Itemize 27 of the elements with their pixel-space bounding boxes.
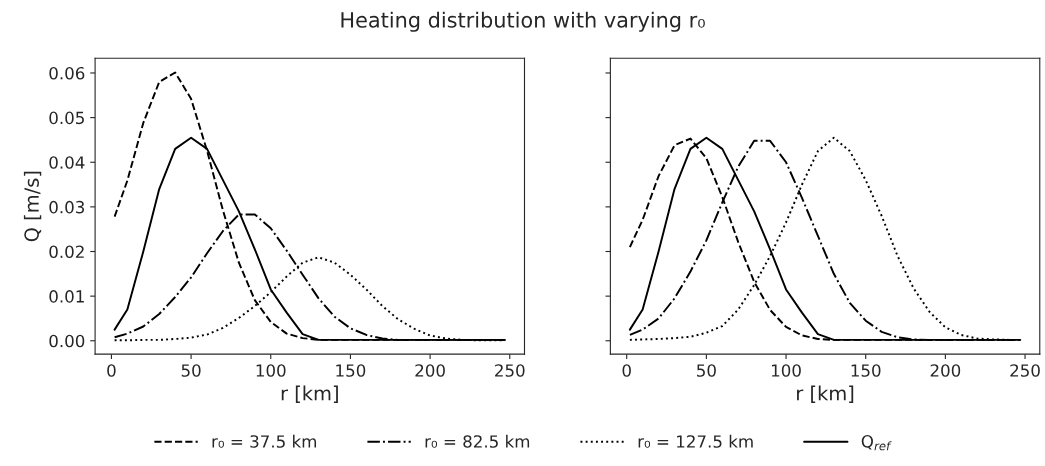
y-tick-label: 0.04 xyxy=(49,156,85,169)
y-tick-label: 0.05 xyxy=(49,111,84,125)
legend-label: r₀ = 37.5 km xyxy=(212,434,317,448)
y-tick-label: 0.06 xyxy=(49,66,85,80)
x-axis-title: r [km] xyxy=(797,385,854,403)
chart-title: Heating distribution with varying r₀ xyxy=(341,11,705,32)
legend-label: Q$_{ref}$ xyxy=(861,435,892,451)
x-tick-label: 250 xyxy=(495,364,525,377)
x-tick-label: 200 xyxy=(930,364,961,377)
legend-label: r₀ = 82.5 km xyxy=(425,434,530,448)
x-tick-label: 250 xyxy=(1010,364,1040,377)
y-tick-label: 0.01 xyxy=(49,290,84,303)
x-tick-label: 50 xyxy=(181,364,201,377)
x-tick-label: 150 xyxy=(336,364,366,377)
x-tick-label: 150 xyxy=(851,364,881,377)
x-tick-label: 50 xyxy=(697,364,716,377)
x-tick-label: 0 xyxy=(622,364,631,377)
x-tick-label: 100 xyxy=(256,364,286,377)
y-tick-label: 0.00 xyxy=(49,334,85,348)
x-tick-label: 200 xyxy=(415,364,445,377)
y-tick-label: 0.02 xyxy=(49,245,84,259)
x-axis-title: r [km] xyxy=(281,385,338,403)
y-axis-title: Q [m/s] xyxy=(23,171,42,242)
y-tick-label: 0.03 xyxy=(49,200,85,214)
x-tick-label: 100 xyxy=(771,364,801,377)
x-tick-label: 0 xyxy=(107,364,116,377)
legend-label: r₀ = 127.5 km xyxy=(638,434,753,448)
